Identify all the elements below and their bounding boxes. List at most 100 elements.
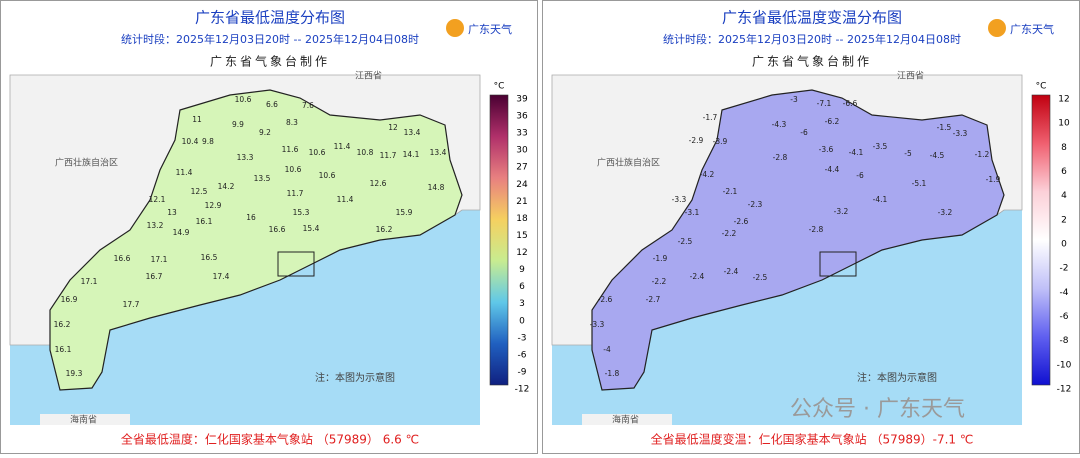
station-value: 13.2 bbox=[147, 221, 164, 230]
legend-label: 0 bbox=[1061, 240, 1067, 250]
agency: 广东省气象台制作 bbox=[752, 54, 872, 69]
logo-text: 广东天气 bbox=[468, 22, 512, 36]
station-value: -6 bbox=[800, 128, 808, 137]
legend-label: 30 bbox=[516, 146, 528, 156]
province bbox=[49, 89, 463, 391]
station-value: 16.1 bbox=[196, 217, 213, 226]
legend-label: 27 bbox=[516, 163, 527, 173]
legend-label: 4 bbox=[1061, 191, 1067, 201]
station-value: 10.6 bbox=[319, 171, 336, 180]
legend-label: 15 bbox=[516, 231, 527, 241]
station-value: -6.6 bbox=[843, 99, 858, 108]
station-value: 7.6 bbox=[302, 101, 314, 110]
legend-label: -8 bbox=[1060, 336, 1069, 346]
region-label: 海南省 bbox=[612, 414, 639, 426]
legend-label: 12 bbox=[516, 248, 527, 258]
station-value: 16.1 bbox=[55, 345, 72, 354]
watermark: 公众号 · 广东天气 bbox=[790, 397, 965, 422]
station-value: 15.9 bbox=[396, 208, 413, 217]
station-value: -4.1 bbox=[849, 148, 864, 157]
legend-unit: °C bbox=[1036, 82, 1047, 92]
hainan bbox=[582, 414, 672, 425]
station-value: -3 bbox=[790, 95, 798, 104]
station-value: -2.8 bbox=[773, 153, 788, 162]
station-value: -3.1 bbox=[685, 208, 700, 217]
station-value: -2.5 bbox=[678, 237, 693, 246]
station-value: 19.3 bbox=[66, 369, 83, 378]
station-value: -2.3 bbox=[748, 200, 763, 209]
station-value: -2.2 bbox=[652, 277, 667, 286]
legend-label: -12 bbox=[1057, 385, 1072, 395]
station-value: 11.4 bbox=[334, 142, 351, 151]
station-value: 16.5 bbox=[201, 253, 218, 262]
station-value: 11.7 bbox=[380, 151, 397, 160]
station-value: 12.6 bbox=[370, 179, 387, 188]
station-value: 9.8 bbox=[202, 137, 214, 146]
station-value: 6.6 bbox=[266, 100, 278, 109]
legend-label: -3 bbox=[518, 333, 527, 343]
legend-label: 18 bbox=[516, 214, 528, 224]
station-value: 12.5 bbox=[191, 187, 208, 196]
map-title: 广东省最低温度变温分布图 bbox=[722, 9, 902, 27]
logo-text: 广东天气 bbox=[1010, 22, 1054, 36]
station-value: -5 bbox=[904, 149, 912, 158]
station-value: 16.7 bbox=[146, 272, 163, 281]
station-value: -3.6 bbox=[819, 145, 834, 154]
station-value: 11.7 bbox=[287, 189, 304, 198]
station-value: 14.1 bbox=[403, 150, 420, 159]
station-value: -6.2 bbox=[825, 117, 840, 126]
legend-label: 3 bbox=[519, 299, 525, 309]
station-value: 13.4 bbox=[430, 148, 447, 157]
station-value: -2.1 bbox=[723, 187, 738, 196]
legend-label: 10 bbox=[1058, 119, 1070, 129]
station-value: 12.9 bbox=[205, 201, 222, 210]
legend-label: 12 bbox=[1058, 95, 1069, 105]
region-label: 江西省 bbox=[355, 70, 382, 82]
station-value: -2.8 bbox=[809, 225, 824, 234]
station-value: -4.4 bbox=[825, 165, 840, 174]
station-value: -3.3 bbox=[590, 320, 605, 329]
legend-label: 39 bbox=[516, 95, 528, 105]
station-value: 14.9 bbox=[173, 228, 190, 237]
station-value: 11.4 bbox=[337, 195, 354, 204]
station-value: 12 bbox=[388, 123, 398, 132]
legend-label: 9 bbox=[519, 265, 525, 275]
legend-label: -4 bbox=[1060, 288, 1069, 298]
station-value: -7.1 bbox=[817, 99, 832, 108]
station-value: 14.8 bbox=[428, 183, 445, 192]
station-value: -4.3 bbox=[772, 120, 787, 129]
station-value: -1.9 bbox=[653, 254, 668, 263]
legend-label: 33 bbox=[516, 129, 527, 139]
station-value: 15.4 bbox=[303, 224, 320, 233]
station-value: 14.2 bbox=[218, 182, 235, 191]
inset-box bbox=[277, 251, 315, 277]
station-value: -2.4 bbox=[690, 272, 705, 281]
legend-label: 6 bbox=[1061, 167, 1067, 177]
map-note: 注：本图为示意图 bbox=[315, 371, 395, 384]
map-title: 广东省最低温度分布图 bbox=[195, 9, 345, 27]
station-value: -2.2 bbox=[722, 229, 737, 238]
station-value: -4.2 bbox=[700, 170, 715, 179]
station-value: -6 bbox=[856, 171, 864, 180]
station-value: 11 bbox=[192, 115, 202, 124]
station-value: -2.7 bbox=[646, 295, 661, 304]
legend-label: 0 bbox=[519, 316, 525, 326]
station-value: -2.4 bbox=[724, 267, 739, 276]
footer: 全省最低温度变温：仁化国家基本气象站 （57989）-7.1 ℃ bbox=[651, 432, 974, 447]
colorbar bbox=[489, 94, 509, 386]
station-value: -2.5 bbox=[753, 273, 768, 282]
region-label: 广西壮族自治区 bbox=[55, 157, 118, 169]
station-value: 11.4 bbox=[176, 168, 193, 177]
legend-label: -2 bbox=[1060, 264, 1069, 274]
hainan bbox=[40, 414, 130, 425]
region-label: 广西壮族自治区 bbox=[597, 157, 660, 169]
station-value: 13 bbox=[167, 208, 177, 217]
legend-label: -9 bbox=[518, 367, 527, 377]
station-value: -3.3 bbox=[672, 195, 687, 204]
station-value: -3.3 bbox=[953, 129, 968, 138]
inset-box bbox=[819, 251, 857, 277]
agency: 广东省气象台制作 bbox=[210, 54, 330, 69]
legend-label: 8 bbox=[1061, 143, 1067, 153]
station-value: 16.6 bbox=[114, 254, 131, 263]
